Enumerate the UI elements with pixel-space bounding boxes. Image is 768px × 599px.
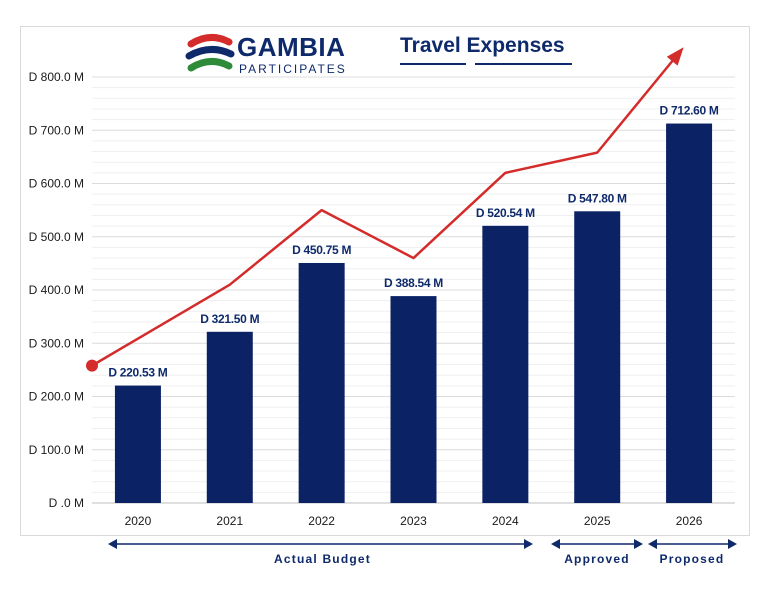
bar-2025 [574, 211, 621, 503]
y-tick-label: D 700.0 M [29, 123, 84, 137]
bracket-actual-arrow-right [524, 539, 533, 549]
data-label-2025: D 547.80 M [568, 191, 627, 205]
y-tick-label: D 400.0 M [29, 283, 84, 297]
data-label-2024: D 520.54 M [476, 206, 535, 220]
gambia-flag-swirl-icon [185, 34, 235, 72]
data-label-2026: D 712.60 M [660, 104, 719, 118]
bar-2020 [114, 385, 161, 503]
bar-2021 [206, 331, 253, 503]
x-tick-label: 2021 [216, 514, 243, 528]
y-tick-label: D 200.0 M [29, 390, 84, 404]
bar-2023 [390, 296, 437, 503]
y-tick-label: D .0 M [49, 496, 84, 510]
x-tick-label: 2026 [676, 514, 703, 528]
x-tick-label: 2024 [492, 514, 519, 528]
data-label-2022: D 450.75 M [292, 243, 351, 257]
y-tick-label: D 100.0 M [29, 443, 84, 457]
x-tick-label: 2025 [584, 514, 611, 528]
group-label-actual: Actual Budget [274, 552, 371, 566]
bracket-proposed-arrow-right [728, 539, 737, 549]
trend-arrowhead [666, 47, 684, 66]
bracket-approved-arrow-left [551, 539, 560, 549]
logo-tagline: PARTICIPATES [239, 62, 347, 76]
bracket-proposed-arrow-left [648, 539, 657, 549]
logo: GAMBIA PARTICIPATES [185, 30, 365, 80]
logo-name: GAMBIA [237, 32, 346, 62]
data-label-2023: D 388.54 M [384, 276, 443, 290]
y-tick-label: D 600.0 M [29, 177, 84, 191]
data-label-2020: D 220.53 M [108, 366, 167, 380]
bar-2022 [298, 262, 345, 503]
title-underline-right [475, 63, 572, 65]
trend-line [91, 49, 683, 367]
bracket-actual-arrow-left [108, 539, 117, 549]
bar-2024 [482, 225, 529, 504]
x-tick-label: 2020 [125, 514, 152, 528]
x-tick-label: 2023 [400, 514, 427, 528]
data-label-2021: D 321.50 M [200, 312, 259, 326]
trend-start-dot [86, 359, 98, 372]
bracket-approved-arrow-right [634, 539, 643, 549]
bar-2026 [666, 123, 713, 503]
group-label-approved: Approved [564, 552, 630, 566]
title-underline-left [400, 63, 466, 65]
y-tick-label: D 300.0 M [29, 336, 84, 350]
x-tick-label: 2022 [308, 514, 335, 528]
group-label-proposed: Proposed [659, 552, 725, 566]
y-tick-label: D 500.0 M [29, 230, 84, 244]
y-tick-label: D 800.0 M [29, 70, 84, 84]
chart-title: Travel Expenses [400, 34, 565, 57]
